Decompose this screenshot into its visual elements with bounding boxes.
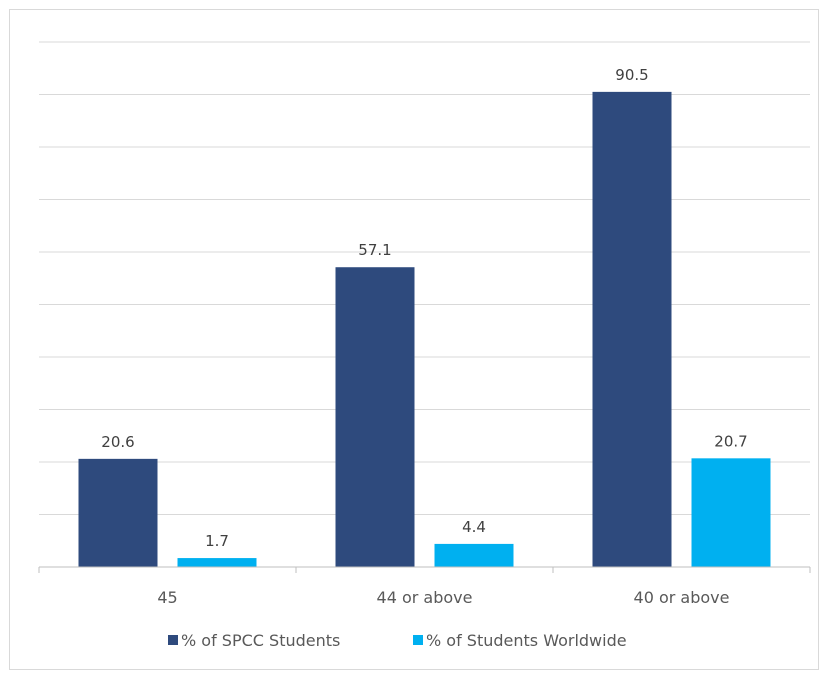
bar [78, 458, 158, 567]
chart-area: 20.6 1.7 57.1 4.4 90.5 20.7 45 44 or above 40 o… [9, 9, 819, 670]
x-tick-label: 45 [157, 588, 177, 607]
bars [78, 91, 771, 567]
legend: % of SPCC Students % of Students Worldwid… [168, 631, 627, 650]
data-label: 1.7 [205, 532, 229, 550]
data-label: 20.6 [101, 433, 134, 451]
data-label: 90.5 [615, 66, 648, 84]
x-tick-label: 44 or above [377, 588, 473, 607]
legend-swatch [168, 635, 178, 645]
bar [177, 558, 257, 567]
data-labels: 20.6 1.7 57.1 4.4 90.5 20.7 [101, 66, 747, 550]
data-label: 4.4 [462, 518, 486, 536]
bar [691, 458, 771, 567]
bar [335, 267, 415, 567]
bar [434, 543, 514, 567]
legend-label: % of SPCC Students [181, 631, 340, 650]
legend-swatch [413, 635, 423, 645]
data-label: 20.7 [714, 432, 747, 450]
bar-chart: 20.6 1.7 57.1 4.4 90.5 20.7 45 44 or above 40 o… [38, 41, 811, 650]
x-axis: 45 44 or above 40 or above [38, 566, 811, 607]
x-tick-label: 40 or above [634, 588, 730, 607]
data-label: 57.1 [358, 241, 391, 259]
bar [592, 91, 672, 567]
legend-label: % of Students Worldwide [426, 631, 627, 650]
gridlines [39, 41, 810, 515]
